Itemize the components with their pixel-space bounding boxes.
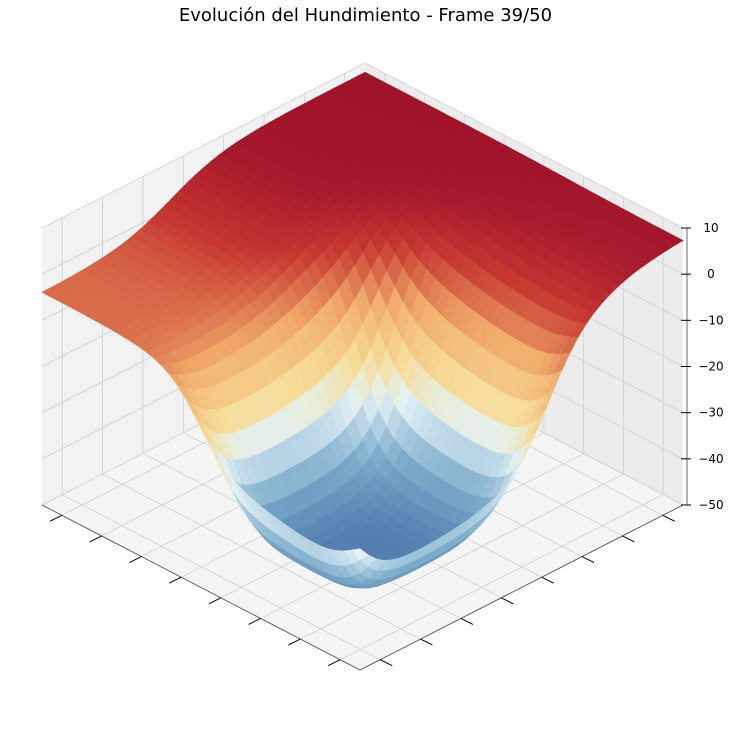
x-tick — [169, 577, 181, 583]
y-tick — [421, 639, 433, 645]
z-tick-label: −20 — [698, 360, 723, 374]
y-tick — [582, 557, 594, 563]
y-tick — [542, 577, 554, 583]
x-tick — [129, 557, 141, 563]
z-tick-label: 0 — [707, 267, 715, 281]
z-tick-label: −30 — [698, 406, 723, 420]
y-tick — [501, 598, 513, 604]
y-tick — [461, 618, 473, 624]
chart-title: Evolución del Hundimiento - Frame 39/50 — [0, 5, 731, 26]
x-tick — [328, 660, 340, 666]
x-tick — [288, 639, 300, 645]
x-tick — [209, 598, 221, 604]
y-tick — [622, 536, 634, 542]
y-tick — [663, 515, 675, 521]
z-tick-label: −40 — [698, 452, 723, 466]
z-tick-label: −10 — [698, 313, 723, 327]
z-tick-label: −50 — [698, 498, 723, 512]
x-tick — [249, 618, 261, 624]
y-tick — [380, 660, 392, 666]
x-tick — [90, 536, 102, 542]
x-tick — [50, 515, 62, 521]
z-tick-label: 10 — [703, 221, 718, 235]
